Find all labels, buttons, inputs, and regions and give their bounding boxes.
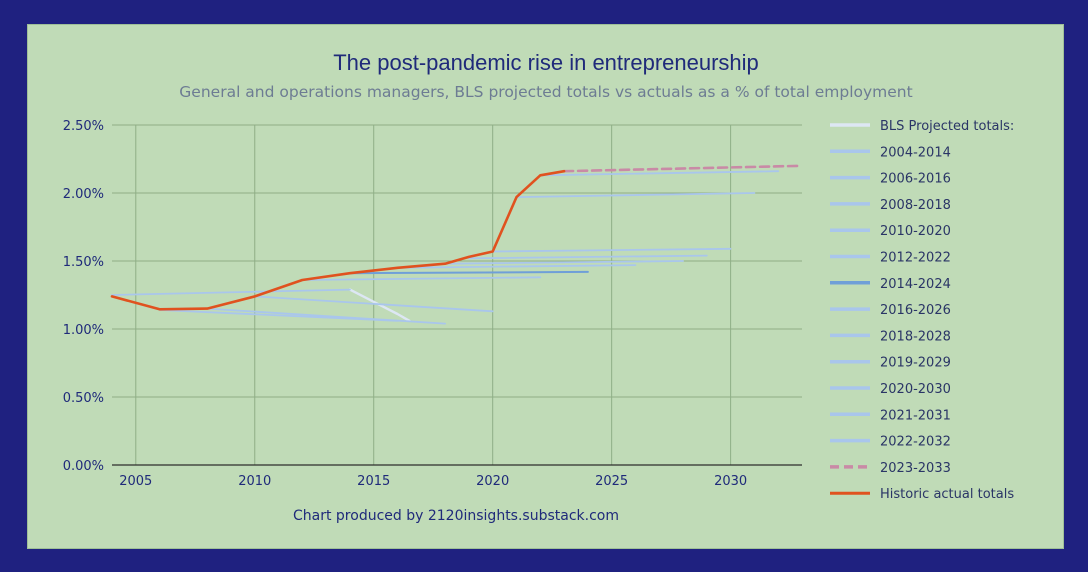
legend-label: 2016-2026	[880, 303, 951, 318]
legend: BLS Projected totals: 2004-2014 2006-2016 2…	[830, 119, 1014, 502]
series-line-bls-projected-totals	[348, 288, 411, 322]
y-tick-label: 0.00%	[63, 459, 104, 474]
y-tick-label: 0.50%	[63, 391, 104, 406]
y-tick-label: 2.50%	[63, 119, 104, 134]
legend-label: 2018-2028	[880, 329, 951, 344]
legend-label: 2019-2029	[880, 356, 951, 371]
legend-label: 2022-2032	[880, 435, 951, 450]
x-tick-label: 2010	[238, 474, 271, 489]
chart-panel: The post-pandemic rise in entrepreneursh…	[27, 24, 1064, 549]
series-line-2021-2031	[515, 192, 756, 199]
legend-label: 2012-2022	[880, 251, 951, 266]
legend-label: 2020-2030	[880, 382, 951, 397]
series-line-2016-2026	[396, 264, 637, 269]
legend-label: 2004-2014	[880, 145, 951, 160]
series-line-2008-2018	[206, 307, 447, 325]
legend-label: 2014-2024	[880, 277, 951, 292]
x-tick-label: 2025	[595, 474, 628, 489]
legend-label: 2010-2020	[880, 224, 951, 239]
legend-label: 2021-2031	[880, 408, 951, 423]
x-tick-label: 2020	[476, 474, 509, 489]
series-line-2022-2032	[539, 170, 780, 177]
y-tick-label: 1.00%	[63, 323, 104, 338]
chart-title: The post-pandemic rise in entrepreneursh…	[333, 50, 759, 75]
legend-label: BLS Projected totals:	[880, 119, 1014, 134]
series-line-2020-2030	[491, 247, 732, 253]
chart-credit: Chart produced by 2120insights.substack.…	[293, 508, 619, 524]
grid	[112, 124, 802, 465]
legend-label: 2008-2018	[880, 198, 951, 213]
series-line-historic-actual-totals	[110, 169, 566, 311]
x-tick-label: 2005	[119, 474, 152, 489]
series-line-2012-2022	[301, 276, 542, 281]
legend-label: Historic actual totals	[880, 487, 1014, 502]
series-line-2023-2033	[562, 164, 804, 173]
x-tick-label: 2030	[714, 474, 747, 489]
series-line-2014-2024	[348, 270, 589, 275]
series-line-2019-2029	[467, 254, 708, 260]
axes: 0.00% 0.50% 1.00% 1.50% 2.00% 2.50% 2005 2010 20…	[63, 119, 802, 489]
series-line-2004-2014	[111, 288, 351, 296]
series-line-2018-2028	[444, 260, 684, 265]
series-line-2010-2020	[253, 295, 494, 313]
chart-svg: The post-pandemic rise in entrepreneursh…	[63, 50, 1015, 524]
x-tick-label: 2015	[357, 474, 390, 489]
legend-label: 2006-2016	[880, 172, 951, 187]
y-tick-label: 1.50%	[63, 255, 104, 270]
plot-series	[110, 164, 804, 325]
legend-label: 2023-2033	[880, 461, 951, 476]
chart-subtitle: General and operations managers, BLS pro…	[179, 83, 912, 101]
y-tick-label: 2.00%	[63, 187, 104, 202]
